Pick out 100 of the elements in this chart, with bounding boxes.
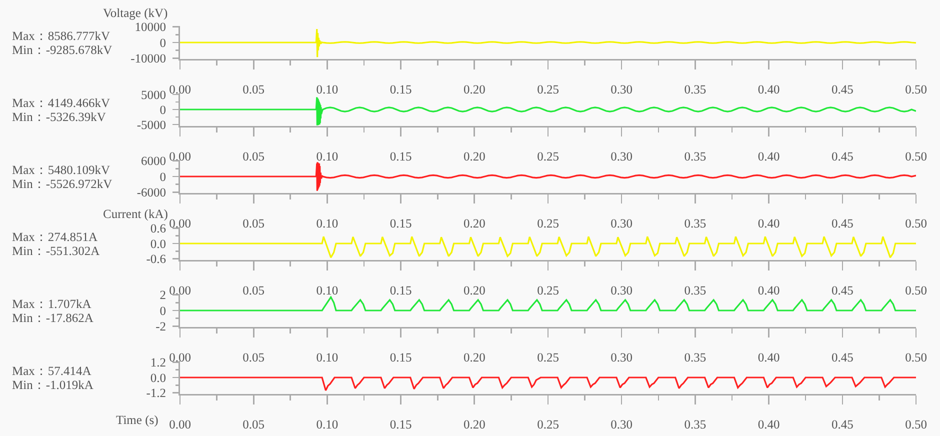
x-tick-label: 0.05 (242, 82, 265, 96)
x-tick-label: 0.40 (758, 216, 780, 230)
x-tick-label: 0.30 (610, 418, 633, 432)
x-axis-title: Time (s) (116, 413, 158, 427)
x-tick-label: 0.45 (831, 82, 854, 96)
y-tick-label: 0 (160, 102, 166, 117)
x-tick-label: 0.20 (463, 82, 486, 96)
x-tick-label: 0.05 (242, 150, 265, 164)
x-tick-label: 0.25 (537, 216, 559, 230)
text: Max：8586.777kV (12, 29, 110, 43)
x-tick-label: 0.25 (537, 350, 559, 364)
x-tick-label: 0.15 (390, 418, 412, 432)
x-tick-label: 0.00 (169, 216, 191, 230)
x-tick-label: 0.15 (390, 82, 412, 96)
text: Min：-1.019kA (12, 378, 94, 392)
text: Max：57.414A (12, 364, 92, 378)
y-tick-label: -6000 (136, 186, 166, 200)
x-tick-label: 0.40 (758, 150, 780, 164)
x-tick-label: 0.15 (390, 284, 412, 298)
text: Min：-9285.678kV (12, 43, 112, 57)
x-tick-label: 0.45 (831, 284, 854, 298)
x-tick-label: 0.45 (831, 350, 854, 364)
y-tick-label: -1.2 (146, 386, 166, 400)
x-tick-label: 0.25 (537, 150, 559, 164)
y-tick-label: 10000 (134, 20, 166, 34)
x-tick-label: 0.50 (905, 150, 927, 164)
x-tick-label: 0.20 (463, 284, 486, 298)
y-tick-label: -10000 (130, 52, 166, 66)
x-tick-label: 0.15 (390, 150, 412, 164)
x-tick-label: 0.00 (169, 150, 191, 164)
line-series (180, 161, 916, 192)
x-tick-label: 0.35 (684, 418, 706, 432)
x-tick-label: 0.40 (758, 82, 780, 96)
x-tick-label: 0.25 (537, 284, 559, 298)
text: Min：-5526.972kV (12, 177, 112, 191)
y-tick-label: 0.0 (150, 370, 166, 385)
x-tick-label: 0.10 (316, 418, 338, 432)
y-tick-label: 0.6 (150, 222, 166, 236)
x-tick-label: 0.45 (831, 216, 854, 230)
x-tick-label: 0.35 (684, 216, 706, 230)
text: Max：274.851A (12, 230, 98, 244)
x-tick-label: 0.20 (463, 150, 486, 164)
x-tick-label: 0.15 (390, 350, 412, 364)
x-tick-label: 0.45 (831, 418, 854, 432)
x-tick-label: 0.05 (242, 418, 265, 432)
x-tick-label: 0.40 (758, 284, 780, 298)
y-tick-label: -5000 (136, 118, 166, 132)
x-tick-label: 0.50 (905, 82, 927, 96)
y-axis-title: Current (kA) (103, 207, 168, 221)
line-series (180, 236, 916, 258)
x-tick-label: 0.10 (316, 82, 338, 96)
x-tick-label: 0.45 (831, 150, 854, 164)
x-tick-label: 0.35 (684, 350, 706, 364)
x-tick-label: 0.00 (169, 418, 191, 432)
x-tick-label: 0.05 (242, 216, 265, 230)
x-tick-label: 0.40 (758, 350, 780, 364)
y-tick-label: 0 (160, 170, 166, 184)
x-tick-label: 0.00 (169, 82, 191, 96)
x-tick-label: 0.35 (684, 82, 706, 96)
x-tick-label: 0.25 (537, 82, 559, 96)
x-tick-label: 0.30 (610, 216, 633, 230)
y-tick-label: 2 (160, 288, 166, 302)
text: Min：-551.302A (12, 244, 100, 258)
x-tick-label: 0.50 (905, 216, 927, 230)
x-tick-label: 0.30 (610, 150, 633, 164)
x-tick-label: 0.20 (463, 418, 486, 432)
x-tick-label: 0.50 (905, 418, 927, 432)
x-tick-label: 0.10 (316, 284, 338, 298)
x-tick-label: 0.10 (316, 350, 338, 364)
text: Min：-17.862A (12, 311, 94, 325)
line-series (180, 28, 916, 58)
y-tick-label: -0.6 (146, 252, 166, 266)
y-tick-label: 0 (160, 36, 166, 50)
x-tick-label: 0.30 (610, 284, 633, 298)
x-tick-label: 0.35 (684, 150, 706, 164)
x-tick-label: 0.05 (242, 350, 265, 364)
x-tick-label: 0.50 (905, 284, 927, 298)
x-tick-label: 0.05 (242, 284, 265, 298)
x-tick-label: 0.20 (463, 350, 486, 364)
line-series (180, 376, 916, 392)
text: Max：5480.109kV (12, 163, 110, 177)
text: Min：-5326.39kV (12, 110, 106, 124)
x-tick-label: 0.00 (169, 350, 191, 364)
text: Max：1.707kA (12, 297, 92, 311)
x-tick-label: 0.35 (684, 284, 706, 298)
y-tick-label: 1.2 (150, 356, 166, 370)
x-tick-label: 0.40 (758, 418, 780, 432)
x-tick-label: 0.00 (169, 284, 191, 298)
line-series (180, 296, 916, 312)
x-tick-label: 0.50 (905, 350, 927, 364)
y-axis-title: Voltage (kV) (103, 6, 168, 20)
x-tick-label: 0.30 (610, 82, 633, 96)
x-tick-label: 0.30 (610, 350, 633, 364)
y-tick-label: 5000 (141, 88, 166, 102)
y-tick-label: 6000 (141, 154, 166, 168)
x-tick-label: 0.10 (316, 150, 338, 164)
x-tick-label: 0.10 (316, 216, 338, 230)
y-tick-label: 0 (160, 304, 166, 318)
text: Max：4149.466kV (12, 96, 110, 110)
y-tick-label: 0.0 (150, 236, 166, 251)
